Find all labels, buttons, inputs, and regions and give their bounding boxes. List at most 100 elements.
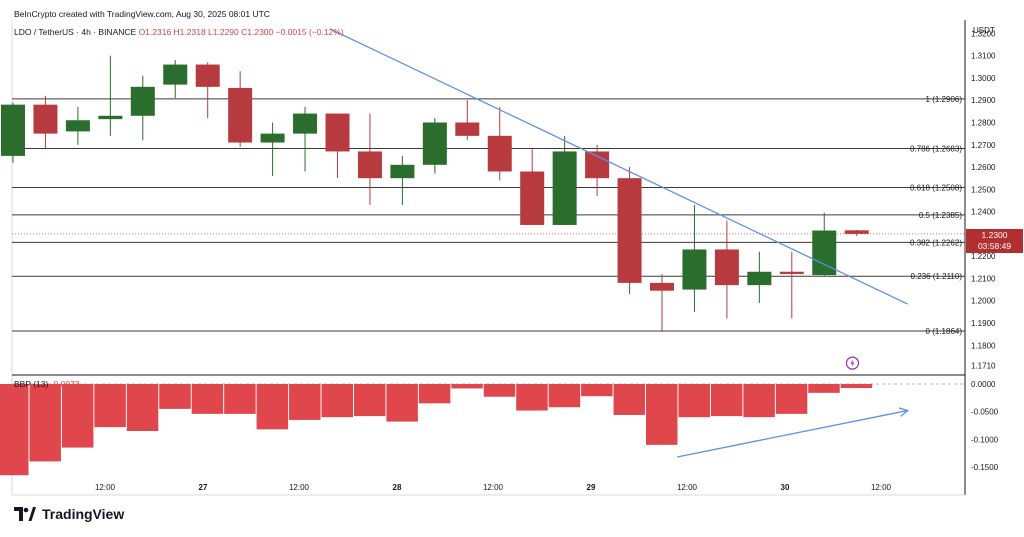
candle-body xyxy=(357,151,382,179)
bbp-tick-label: -0.0500 xyxy=(971,408,999,417)
price-axis-currency: USDT xyxy=(973,26,995,35)
bbp-bar xyxy=(159,384,191,409)
candle xyxy=(747,251,772,303)
bbp-bar xyxy=(581,384,613,397)
candle xyxy=(617,167,642,295)
candle-body xyxy=(130,86,155,116)
price-tick-label: 1.2200 xyxy=(971,252,996,261)
bbp-tick-label: 0.0000 xyxy=(971,380,996,389)
candle xyxy=(390,155,415,205)
time-tick-label: 29 xyxy=(587,483,596,492)
bbp-bar xyxy=(451,384,483,389)
current-price-value: 1.2300 xyxy=(981,230,1008,240)
price-tick-label: 1.3100 xyxy=(971,52,996,61)
bbp-title: BBP (13) xyxy=(14,379,49,389)
candle xyxy=(487,106,512,181)
candle xyxy=(520,149,545,225)
candle-body xyxy=(650,282,674,291)
candle-body xyxy=(779,271,804,274)
candle-body xyxy=(260,133,285,143)
candle-body xyxy=(682,249,707,290)
bbp-bar xyxy=(256,384,289,430)
bbp-bar xyxy=(353,384,386,417)
price-tick-label: 1.1710 xyxy=(971,361,996,370)
candle-body xyxy=(195,64,220,87)
fib-level-label: 0.382 (1.2262) xyxy=(910,238,962,247)
bbp-value: -0.0073 xyxy=(50,379,80,389)
bbp-bar xyxy=(61,384,94,448)
bbp-tick-label: -0.1500 xyxy=(971,463,999,472)
price-tick-label: 1.2100 xyxy=(971,274,996,283)
candle-body xyxy=(844,230,869,234)
candle xyxy=(812,212,837,277)
tradingview-logo[interactable]: TradingView xyxy=(14,506,124,522)
candle-body xyxy=(617,178,642,283)
candle-body xyxy=(422,122,447,165)
candle xyxy=(455,100,480,141)
candle xyxy=(1,102,25,163)
candle-body xyxy=(520,171,545,225)
time-tick-label: 12:00 xyxy=(483,483,504,492)
candle xyxy=(844,229,869,237)
candle xyxy=(228,71,253,147)
price-tick-label: 1.2900 xyxy=(971,96,996,105)
symbol-title: LDO / TetherUS · 4h · BINANCE xyxy=(14,27,137,37)
bbp-bar xyxy=(418,384,451,404)
candle-body xyxy=(1,104,25,156)
price-tick-label: 1.3000 xyxy=(971,74,996,83)
bbp-bar xyxy=(0,384,29,476)
candle-body xyxy=(228,87,253,143)
rising-momentum-arrow xyxy=(677,409,908,458)
candle xyxy=(779,251,804,319)
fib-level-label: 0.5 (1.2385) xyxy=(919,211,962,220)
bbp-bar xyxy=(613,384,646,415)
fib-level-label: 0.618 (1.2508) xyxy=(910,184,962,193)
candle xyxy=(163,60,188,98)
candle-body xyxy=(455,122,480,136)
time-tick-label: 30 xyxy=(781,483,790,492)
candle xyxy=(130,75,155,141)
candle xyxy=(650,273,674,332)
attribution-text: BeInCrypto created with TradingView.com,… xyxy=(14,9,270,19)
candle xyxy=(714,220,739,319)
price-tick-label: 1.2500 xyxy=(971,185,996,194)
candle-body xyxy=(65,120,90,132)
bbp-indicator-label[interactable]: BBP (13) -0.0073 xyxy=(14,379,80,389)
candle-body xyxy=(293,113,318,134)
tradingview-logo-text: TradingView xyxy=(42,506,125,522)
bbp-bar xyxy=(224,384,256,414)
price-tick-label: 1.2800 xyxy=(971,118,996,127)
bbp-bar xyxy=(678,384,710,418)
ohlc-readout: O1.2316 H1.2318 L1.2290 C1.2300 −0.0015 … xyxy=(138,27,344,37)
price-tick-label: 1.2700 xyxy=(971,141,996,150)
bbp-bar xyxy=(321,384,353,418)
candle-body xyxy=(325,113,350,152)
fib-level-label: 0.236 (1.2110) xyxy=(911,272,963,281)
bbp-bar xyxy=(386,384,418,422)
bbp-bar xyxy=(191,384,224,414)
candle xyxy=(65,106,90,145)
candle xyxy=(260,122,285,176)
candle-body xyxy=(390,164,415,179)
candle xyxy=(98,55,123,136)
candle xyxy=(422,118,447,174)
candle-body xyxy=(33,104,58,134)
symbol-header: LDO / TetherUS · 4h · BINANCE O1.2316 H1… xyxy=(14,27,344,37)
time-tick-label: 12:00 xyxy=(95,483,116,492)
candle-body xyxy=(163,64,188,85)
bbp-bar xyxy=(483,384,516,397)
bbp-bar xyxy=(775,384,808,414)
candle xyxy=(33,95,58,150)
candle-body xyxy=(487,135,512,172)
candle xyxy=(293,106,318,172)
bbp-bar xyxy=(808,384,840,393)
price-tick-label: 1.2400 xyxy=(971,208,996,217)
candle-body xyxy=(98,115,123,120)
tradingview-logo-icon xyxy=(14,507,36,521)
candle-countdown: 03:58:49 xyxy=(977,241,1012,251)
candle xyxy=(552,135,577,225)
bbp-bar xyxy=(516,384,548,411)
bbp-bar xyxy=(840,384,873,389)
candle xyxy=(357,113,382,205)
